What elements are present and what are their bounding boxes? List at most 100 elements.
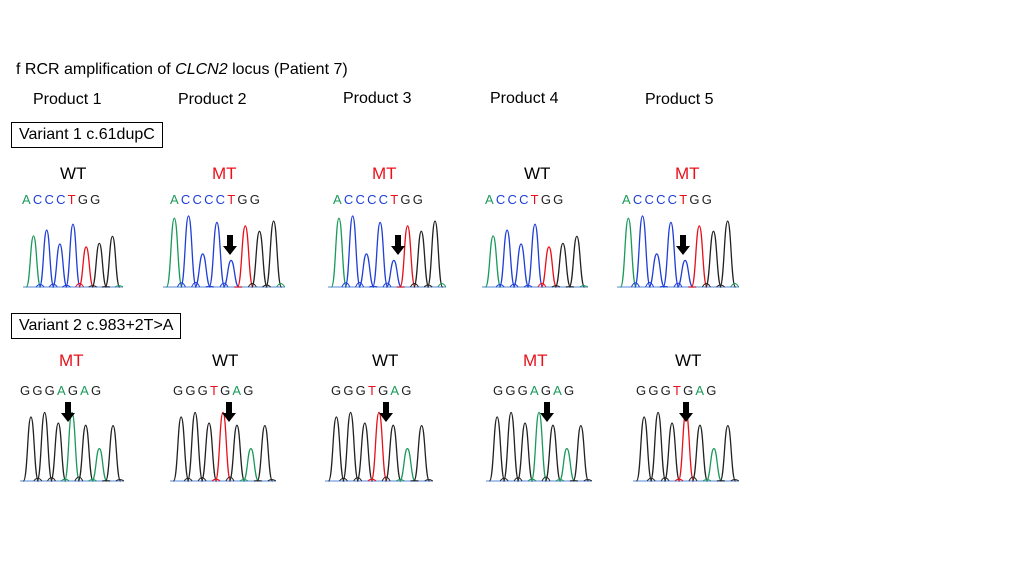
- trace-peak-C: [526, 223, 544, 288]
- trace-peak-T: [677, 411, 695, 482]
- base-letter: G: [493, 383, 506, 398]
- trace-peak-C: [194, 253, 212, 288]
- variant-1-product-3-sequence: ACCCCTGG: [333, 192, 425, 207]
- base-letter: A: [22, 192, 33, 207]
- variant-2-product-2-sequence: GGGTGAG: [173, 383, 256, 398]
- trace-peak-G: [265, 220, 283, 288]
- trace-noise: [339, 477, 348, 482]
- trace-noise: [197, 477, 207, 482]
- trace-noise: [35, 284, 45, 288]
- trace-peak-C: [208, 221, 226, 288]
- base-letter: C: [507, 192, 520, 207]
- trace-peak-C: [512, 243, 530, 288]
- base-letter: C: [192, 192, 205, 207]
- variant-1-product-2-chromatogram: [163, 215, 286, 288]
- trace-peak-A: [484, 235, 502, 288]
- variant-2-product-4-chromatogram: [486, 411, 593, 482]
- trace-noise: [645, 282, 655, 288]
- base-letter: T: [367, 383, 379, 398]
- trace-noise: [355, 282, 365, 288]
- product-2-heading: Product 2: [178, 91, 247, 108]
- variant-1-product-2-sequence: ACCCCTGG: [170, 192, 262, 207]
- trace-noise: [541, 476, 551, 482]
- variant-1-product-1-status: WT: [60, 164, 87, 183]
- base-letter: C: [367, 192, 379, 207]
- base-letter: A: [695, 383, 707, 398]
- trace-peak-T: [236, 225, 254, 288]
- trace-noise: [48, 283, 58, 288]
- down-arrow-icon: [679, 402, 693, 422]
- variant-2-product-5-status: WT: [675, 351, 702, 370]
- variant-1-product-1-chromatogram: [23, 223, 124, 288]
- trace-peak-G: [77, 424, 94, 482]
- trace-peak-G: [635, 416, 653, 482]
- trace-noise: [730, 479, 740, 482]
- base-letter: G: [20, 383, 33, 398]
- base-letter: G: [683, 383, 696, 398]
- trace-peak-G: [342, 411, 360, 482]
- base-letter: G: [67, 383, 81, 398]
- variant-2-product-3-sequence: GGGTGAG: [331, 383, 414, 398]
- trace-peak-C: [648, 253, 666, 288]
- trace-noise: [424, 479, 434, 482]
- base-letter: C: [495, 192, 508, 207]
- trace-noise: [437, 282, 447, 288]
- base-letter: G: [401, 383, 414, 398]
- trace-peak-G: [186, 411, 204, 482]
- base-letter: G: [540, 192, 554, 207]
- trace-peak-C: [634, 215, 651, 288]
- base-letter: G: [173, 383, 186, 398]
- trace-peak-G: [251, 230, 268, 288]
- trace-peak-T: [78, 246, 95, 288]
- base-letter: A: [622, 192, 633, 207]
- base-letter: T: [209, 383, 221, 398]
- trace-peak-C: [358, 253, 375, 288]
- trace-peak-G: [568, 235, 586, 288]
- variant-2-label-box: Variant 2 c.983+2T>A: [11, 313, 182, 339]
- trace-peak-G: [50, 422, 67, 482]
- trace-peak-G: [413, 425, 431, 482]
- base-letter: C: [378, 192, 391, 207]
- trace-peak-G: [426, 220, 444, 288]
- down-arrow-icon: [676, 235, 690, 255]
- trace-noise: [630, 282, 640, 288]
- trace-peak-T: [399, 225, 416, 288]
- trace-peak-T: [690, 225, 708, 288]
- trace-peak-T: [370, 411, 388, 482]
- base-letter: A: [485, 192, 496, 207]
- base-letter: C: [519, 192, 531, 207]
- trace-peak-G: [554, 242, 572, 288]
- trace-noise: [673, 282, 683, 288]
- base-letter: G: [331, 383, 344, 398]
- trace-peak-A: [165, 217, 183, 288]
- variant-1-product-3-chromatogram: [328, 215, 447, 288]
- base-letter: G: [32, 383, 45, 398]
- variant-1-product-5-sequence: ACCCCTGG: [622, 192, 714, 207]
- down-arrow-icon: [223, 235, 237, 255]
- base-letter: C: [44, 192, 57, 207]
- trace-noise: [730, 282, 740, 288]
- variant-2-product-2-chromatogram: [170, 411, 277, 482]
- trace-noise: [509, 283, 519, 288]
- trace-peak-G: [544, 424, 562, 482]
- variant-1-product-5-status: MT: [675, 164, 700, 183]
- product-1-heading: Product 1: [33, 91, 102, 108]
- down-arrow-icon: [61, 402, 75, 422]
- base-letter: T: [530, 192, 541, 207]
- trace-peak-G: [719, 220, 737, 288]
- base-letter: A: [529, 383, 541, 398]
- base-letter: G: [564, 383, 577, 398]
- trace-peak-G: [691, 424, 709, 482]
- base-letter: G: [553, 192, 566, 207]
- trace-noise: [115, 479, 125, 482]
- base-letter: C: [343, 192, 356, 207]
- trace-peak-T: [214, 411, 232, 482]
- trace-noise: [646, 477, 656, 482]
- trace-peak-A: [398, 447, 416, 482]
- base-letter: G: [689, 192, 702, 207]
- trace-peak-A: [558, 447, 576, 482]
- trace-peak-G: [91, 242, 108, 288]
- variant-1-product-5-chromatogram: [617, 215, 740, 288]
- trace-noise: [583, 479, 593, 482]
- trace-peak-G: [200, 422, 218, 482]
